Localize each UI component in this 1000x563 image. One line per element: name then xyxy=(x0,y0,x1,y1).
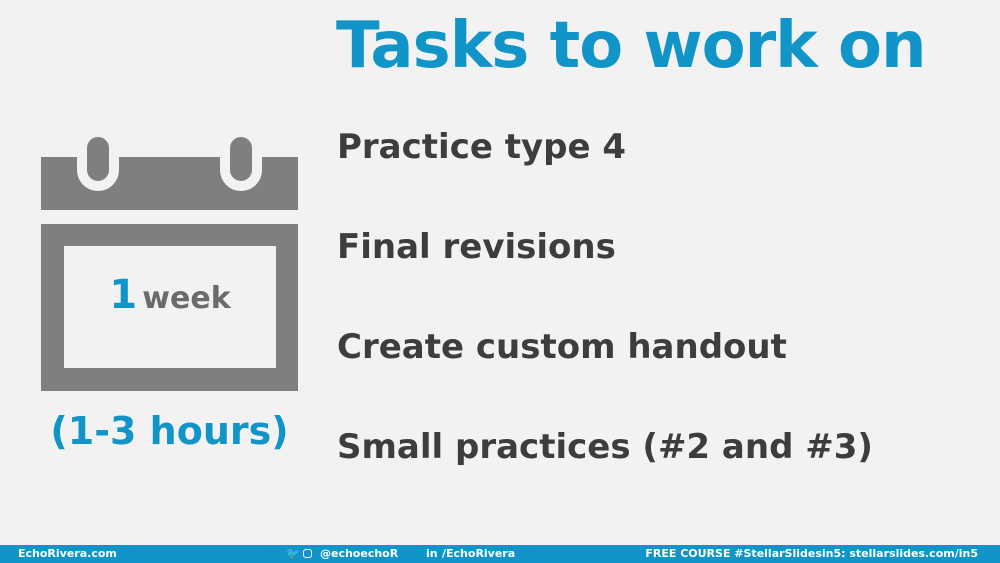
footer-site-link[interactable]: EchoRivera.com xyxy=(18,547,117,560)
duration-number: 1 xyxy=(109,272,138,318)
footer-course-link[interactable]: FREE COURSE #StellarSlidesin5: stellarsl… xyxy=(645,547,978,560)
calendar-ring-icon xyxy=(77,127,119,191)
footer-social-handle[interactable]: @echoechoR xyxy=(320,547,399,560)
duration-label: 1 week xyxy=(64,275,276,315)
instagram-icon xyxy=(303,549,312,558)
hours-estimate: (1-3 hours) xyxy=(50,409,289,453)
calendar-ring-icon xyxy=(220,127,262,191)
page-title: Tasks to work on xyxy=(336,9,926,83)
duration-unit: week xyxy=(142,281,231,316)
footer-linkedin-link[interactable]: /EchoRivera xyxy=(442,547,516,560)
task-item: Small practices (#2 and #3) xyxy=(337,427,873,467)
footer-bar: EchoRivera.com 🐦 @echoechoR in /EchoRive… xyxy=(0,545,1000,563)
calendar-icon: 1 week xyxy=(0,0,340,420)
calendar-page xyxy=(64,246,276,368)
twitter-icon: 🐦 xyxy=(286,547,300,560)
task-item: Final revisions xyxy=(337,227,616,267)
task-item: Create custom handout xyxy=(337,327,787,367)
task-item: Practice type 4 xyxy=(337,127,627,167)
linkedin-icon: in xyxy=(426,547,438,560)
